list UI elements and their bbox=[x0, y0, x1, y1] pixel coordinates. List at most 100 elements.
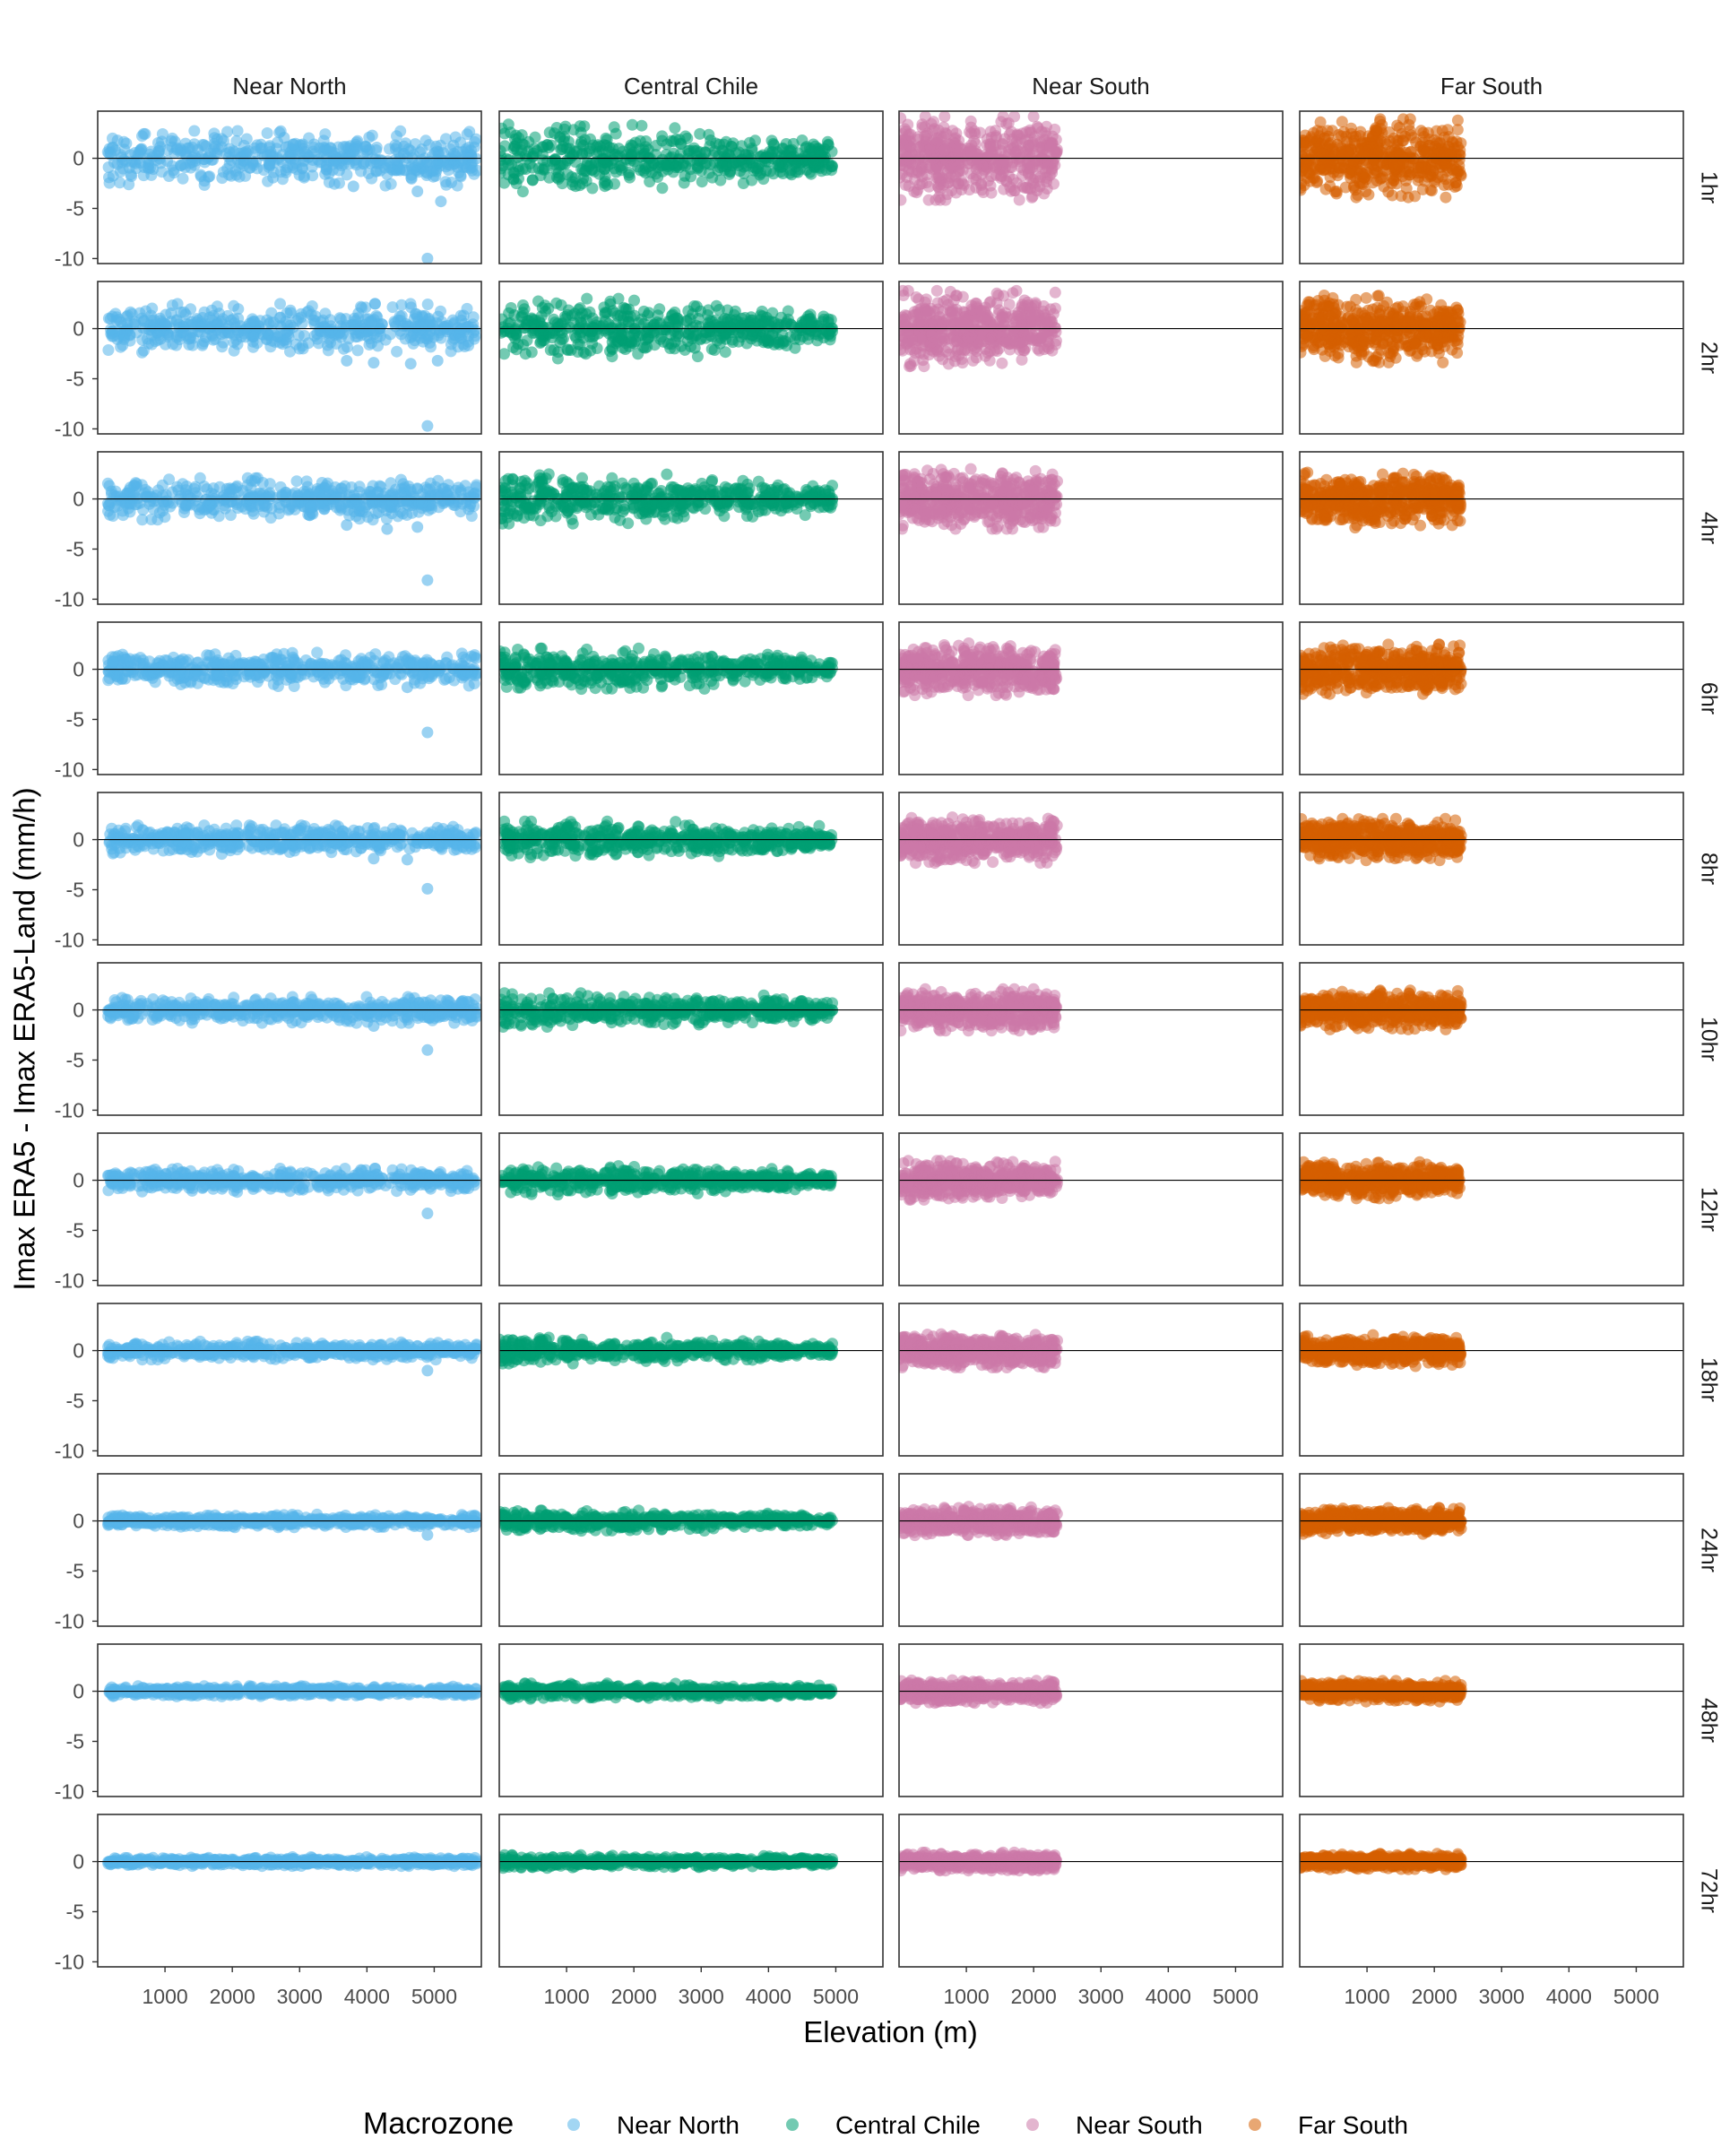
data-point bbox=[137, 344, 150, 357]
data-point bbox=[535, 310, 548, 323]
data-point bbox=[1302, 153, 1315, 166]
data-point bbox=[212, 510, 225, 523]
data-point bbox=[1360, 312, 1372, 325]
data-point bbox=[1370, 351, 1382, 363]
data-point bbox=[1050, 338, 1062, 351]
data-point bbox=[1409, 301, 1422, 314]
data-point bbox=[1397, 113, 1409, 126]
data-point bbox=[384, 161, 396, 173]
data-point bbox=[1016, 353, 1028, 366]
data-point bbox=[203, 311, 216, 324]
data-point bbox=[333, 177, 345, 189]
data-point bbox=[502, 169, 515, 181]
data-point bbox=[432, 474, 445, 487]
data-point bbox=[176, 497, 188, 508]
data-point bbox=[326, 164, 339, 177]
data-point bbox=[1433, 136, 1446, 149]
data-point bbox=[607, 143, 619, 154]
data-point bbox=[1425, 185, 1438, 197]
data-point bbox=[440, 486, 453, 498]
data-point bbox=[368, 298, 381, 310]
data-point bbox=[1404, 310, 1416, 323]
data-point bbox=[189, 481, 202, 493]
data-point bbox=[293, 342, 306, 355]
data-point bbox=[1347, 154, 1360, 167]
data-point bbox=[1400, 174, 1412, 186]
data-point bbox=[1036, 152, 1048, 164]
data-point bbox=[230, 134, 243, 147]
data-point bbox=[648, 158, 660, 169]
data-point bbox=[627, 140, 639, 152]
data-point bbox=[1003, 299, 1016, 310]
data-point bbox=[1023, 161, 1035, 174]
data-point bbox=[1412, 162, 1424, 174]
data-point bbox=[308, 330, 321, 342]
data-point bbox=[801, 151, 813, 163]
data-point bbox=[222, 169, 235, 181]
data-point bbox=[1424, 337, 1437, 350]
data-point bbox=[745, 152, 757, 165]
data-point bbox=[1316, 343, 1328, 356]
data-point bbox=[934, 184, 947, 196]
data-point bbox=[1392, 332, 1405, 344]
data-point bbox=[558, 123, 571, 135]
data-point bbox=[1418, 131, 1431, 143]
data-point bbox=[459, 317, 471, 330]
data-point bbox=[527, 150, 540, 162]
data-point bbox=[115, 341, 127, 353]
data-point bbox=[1324, 180, 1336, 192]
data-point bbox=[273, 126, 286, 139]
data-point bbox=[536, 320, 549, 333]
data-point bbox=[1000, 117, 1013, 130]
data-point bbox=[516, 186, 529, 198]
data-point bbox=[264, 316, 277, 329]
panel-points-4hr-near-north bbox=[101, 472, 481, 586]
data-point bbox=[638, 151, 651, 163]
data-point bbox=[1051, 143, 1063, 156]
data-point bbox=[264, 478, 276, 490]
data-point bbox=[103, 177, 116, 189]
data-point bbox=[368, 325, 379, 337]
data-point bbox=[138, 487, 151, 499]
data-point bbox=[598, 177, 610, 189]
data-point bbox=[419, 134, 432, 147]
data-point bbox=[572, 346, 584, 358]
data-point bbox=[320, 480, 333, 492]
data-point bbox=[1402, 191, 1414, 203]
data-point bbox=[276, 173, 289, 186]
data-point bbox=[581, 292, 593, 305]
data-point bbox=[261, 127, 273, 139]
data-point bbox=[1451, 114, 1464, 126]
data-point bbox=[341, 341, 353, 353]
data-point bbox=[1353, 345, 1365, 358]
data-point bbox=[371, 486, 384, 498]
data-point bbox=[267, 171, 280, 184]
data-point bbox=[1047, 307, 1059, 320]
data-point bbox=[1300, 140, 1309, 152]
data-point bbox=[971, 298, 982, 310]
data-point bbox=[1389, 321, 1402, 333]
data-point bbox=[171, 298, 184, 310]
data-point bbox=[1311, 143, 1324, 156]
data-point bbox=[1049, 123, 1061, 135]
data-point bbox=[716, 160, 729, 172]
data-point bbox=[463, 490, 476, 502]
data-point bbox=[1025, 333, 1038, 345]
data-point bbox=[350, 315, 362, 327]
data-point bbox=[240, 133, 253, 145]
data-point bbox=[1437, 356, 1449, 368]
data-point bbox=[817, 323, 829, 335]
data-point bbox=[290, 475, 303, 488]
data-point bbox=[401, 498, 413, 510]
data-point bbox=[223, 143, 236, 155]
data-point bbox=[694, 127, 706, 140]
data-point-outlier bbox=[421, 574, 434, 586]
data-point bbox=[1332, 347, 1345, 359]
data-point bbox=[543, 126, 556, 139]
data-point bbox=[573, 303, 585, 316]
panel-points-2hr-near-north bbox=[102, 298, 481, 432]
data-point bbox=[984, 333, 997, 346]
panel-points-1hr-far-south bbox=[1300, 113, 1467, 203]
data-point bbox=[359, 141, 372, 152]
data-point bbox=[1314, 116, 1327, 128]
